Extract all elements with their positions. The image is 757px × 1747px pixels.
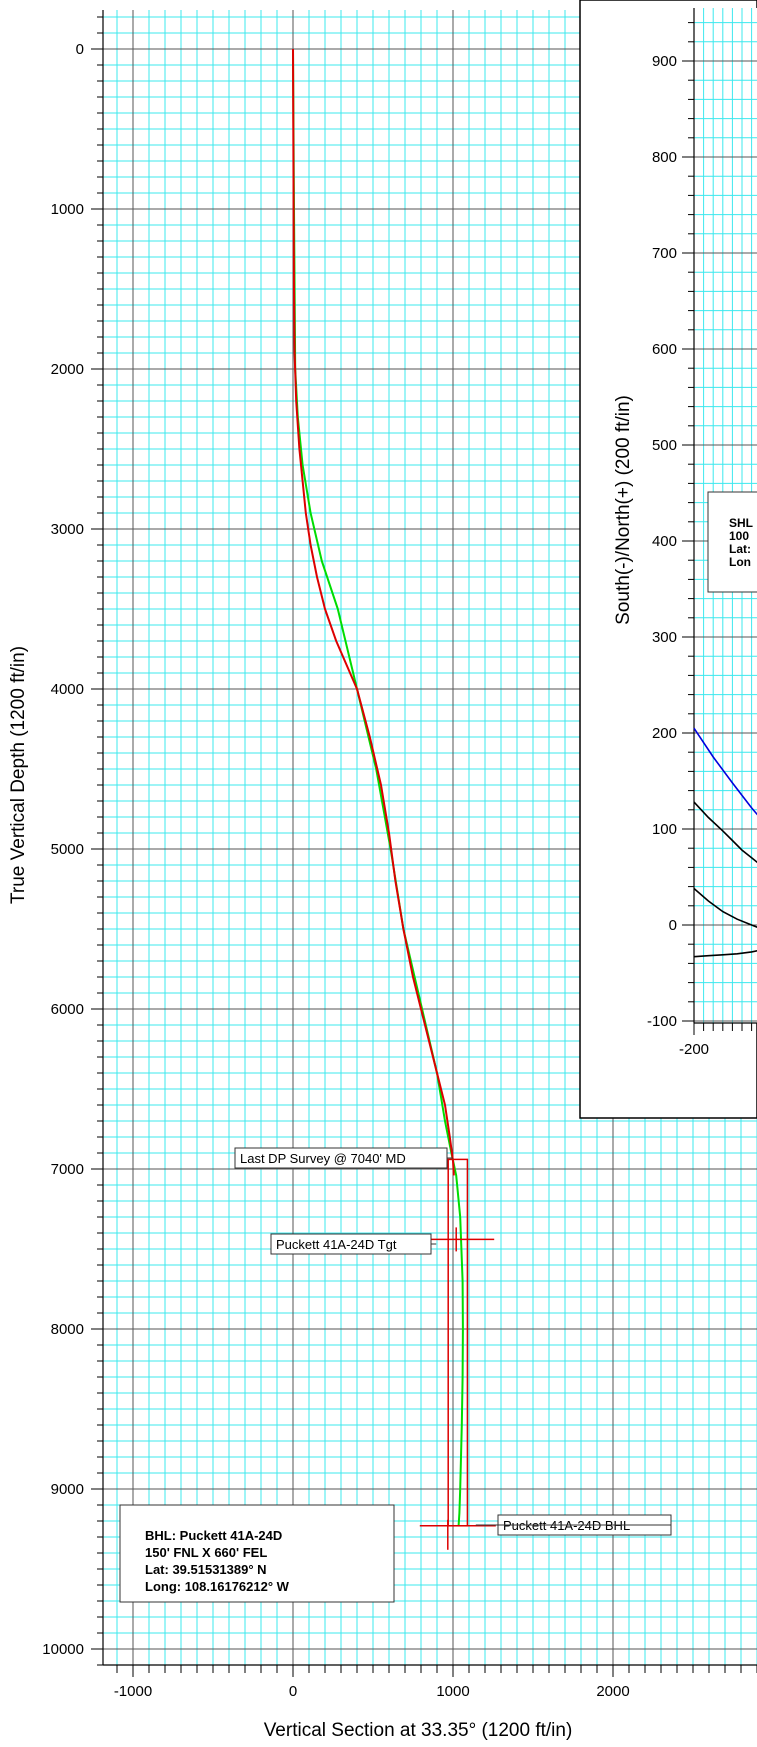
bhl-info-box (119, 1504, 395, 1603)
plan-y-tick-label: 200 (652, 725, 677, 742)
plan-y-tick-label: 500 (652, 437, 677, 454)
target-label: Puckett 41A-24D Tgt (276, 1237, 397, 1252)
vs-annotations: Last DP Survey @ 7040' MD Puckett 41A-24D… (119, 1147, 672, 1603)
vs-y-tick-label: 1000 (51, 201, 84, 218)
last-survey-label: Last DP Survey @ 7040' MD (240, 1151, 406, 1166)
plan-contour-line (693, 950, 757, 958)
bhl-info-line: Lat: 39.51531389° N (145, 1562, 267, 1577)
bhl-info-line: Long: 108.16176212° W (145, 1579, 290, 1594)
vs-x-axis-title: Vertical Section at 33.35° (1200 ft/in) (264, 1720, 573, 1741)
bhl-info-line: BHL: Puckett 41A-24D (145, 1528, 282, 1543)
vs-y-tick-label: 7000 (51, 1161, 84, 1178)
vs-y-tick-label: 3000 (51, 521, 84, 538)
vs-major-grid (103, 10, 757, 1665)
plan-y-tick-label: 300 (652, 629, 677, 646)
vs-survey-line (292, 48, 455, 1176)
vs-y-tick-label: 9000 (51, 1481, 84, 1498)
plan-y-tick-label: 900 (652, 53, 677, 70)
plan-contour-line (693, 801, 757, 864)
vs-y-tick-label: 5000 (51, 841, 84, 858)
vs-y-tick-label: 8000 (51, 1321, 84, 1338)
plan-y-tick-label: 800 (652, 149, 677, 166)
plan-view-panel: -100 0 100 200 300 400 500 600 700 800 900 -200 Sout… (579, 0, 757, 1119)
vs-x-tick-label: 1000 (436, 1683, 469, 1700)
plan-y-axis-title: South(-)/North(+) (200 ft/in) (613, 395, 634, 625)
shl-info-line: Lat: (729, 542, 751, 556)
bhl-info-line: 150' FNL X 660' FEL (145, 1545, 267, 1560)
vs-y-tick-label: 10000 (42, 1641, 84, 1658)
vs-y-axis-title: True Vertical Depth (1200 ft/in) (8, 646, 29, 904)
vs-y-tick-label: 0 (76, 41, 84, 58)
plan-y-tick-label: -100 (647, 1013, 677, 1030)
vs-plot-area (292, 48, 496, 1550)
plan-y-tick-label: 100 (652, 821, 677, 838)
shl-info-line: Lon (729, 555, 751, 569)
plan-y-tick-label: 0 (669, 917, 677, 934)
plan-contour-line (693, 887, 757, 928)
shl-info-line: SHL (729, 516, 753, 530)
vs-y-tick-label: 4000 (51, 681, 84, 698)
plan-lease-line (693, 727, 757, 816)
plan-x-tick-label: -200 (679, 1041, 709, 1058)
vs-y-tick-label: 6000 (51, 1001, 84, 1018)
plan-y-tick-label: 400 (652, 533, 677, 550)
vs-x-tick-label: 2000 (596, 1683, 629, 1700)
vs-y-tick-label: 2000 (51, 361, 84, 378)
vs-x-tick-label: -1000 (114, 1683, 152, 1700)
plan-y-tick-label: 600 (652, 341, 677, 358)
vs-x-tick-label: 0 (289, 1683, 297, 1700)
shl-info-line: 100 (729, 529, 749, 543)
plan-y-tick-label: 700 (652, 245, 677, 262)
vs-axes: -1000 0 1000 200001000200030004000500060007… (8, 10, 757, 1741)
shl-info-box (707, 491, 757, 593)
